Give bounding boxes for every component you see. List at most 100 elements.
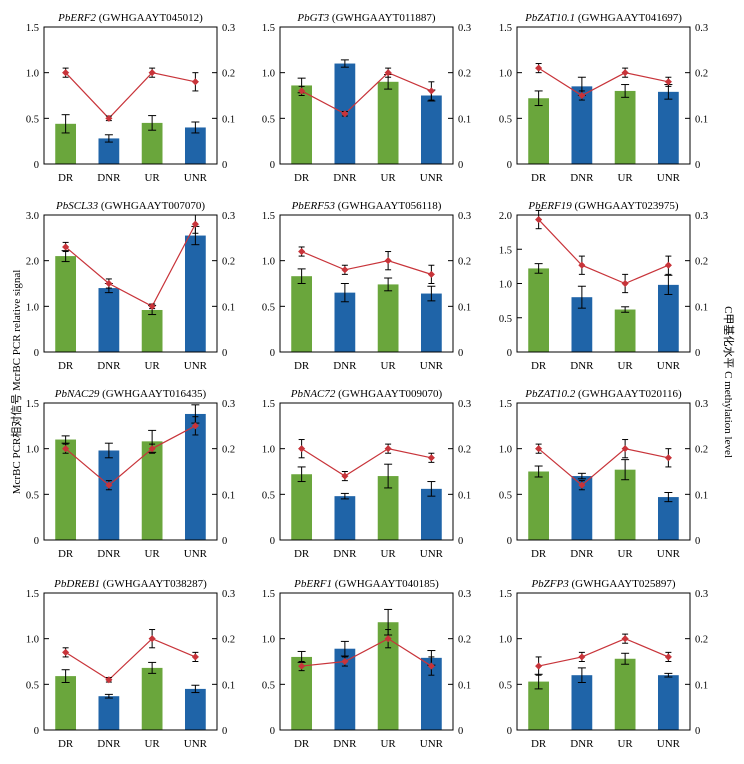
methylation-point <box>621 279 629 288</box>
left-tick-label: 1.0 <box>262 635 275 646</box>
methylation-point <box>148 445 156 453</box>
methylation-line <box>65 223 196 308</box>
category-label: DR <box>531 360 547 372</box>
left-tick-label: 0 <box>34 348 39 359</box>
category-label: UNR <box>657 548 681 560</box>
methylation-point <box>148 302 156 310</box>
right-tick-label: 0.1 <box>458 114 471 125</box>
left-tick-label: 1.0 <box>262 445 275 456</box>
left-tick-label: 1.5 <box>262 589 275 600</box>
chart-title: PbZAT10.1 (GWHGAAYT041697) <box>524 12 682 24</box>
right-tick-label: 0.1 <box>458 680 471 691</box>
category-label: DR <box>294 360 310 372</box>
bar <box>657 675 679 730</box>
category-label: DR <box>294 738 310 750</box>
plot-frame <box>279 214 454 353</box>
methylation-point <box>105 676 113 684</box>
category-label: UR <box>144 738 160 750</box>
methylation-point <box>61 69 70 77</box>
methylation-line <box>538 638 669 667</box>
category-label: UR <box>144 172 160 184</box>
bar <box>55 256 77 352</box>
right-tick-label: 0 <box>695 348 700 359</box>
plot-frame <box>43 592 218 731</box>
category-label: DNR <box>570 360 594 372</box>
gene-name: PbSCL33 <box>55 200 99 212</box>
chart-panel: 0 0.5 1.0 1.5 0 0.1 0.2 0.3 DR DNR UR UNR PbNAC72 (G… <box>262 388 471 560</box>
bar <box>420 488 442 540</box>
chart-title: PbSCL33 (GWHGAAYT007070) <box>55 200 205 212</box>
right-tick-label: 0.2 <box>695 257 708 268</box>
right-tick-label: 0 <box>458 536 463 547</box>
methylation-point <box>578 261 586 269</box>
bar <box>614 658 636 730</box>
right-tick-label: 0.2 <box>695 635 708 646</box>
methylation-point <box>664 653 673 661</box>
bar <box>334 648 356 730</box>
category-label: DNR <box>570 548 594 560</box>
methylation-line <box>538 67 669 97</box>
bar <box>420 95 442 164</box>
category-label: UR <box>380 548 396 560</box>
bar <box>614 469 636 540</box>
plot-frame <box>279 402 454 541</box>
gene-name: PbDREB1 <box>53 578 100 590</box>
chart-title: PbERF53 (GWHGAAYT056118) <box>291 200 442 212</box>
chart-title: PbZAT10.2 (GWHGAAYT020116) <box>524 388 682 400</box>
chart-panel: 0 0.5 1.0 1.5 0 0.1 0.2 0.3 DR DNR UR UNR PbZAT10.1 … <box>499 12 708 184</box>
bar <box>291 656 313 730</box>
right-tick-label: 0.1 <box>222 490 235 501</box>
right-tick-label: 0.2 <box>222 445 235 456</box>
methylation-point <box>534 215 543 224</box>
category-label: UR <box>617 360 633 372</box>
right-tick-label: 0 <box>458 726 463 737</box>
methylation-point <box>534 662 543 670</box>
gene-name: PbERF2 <box>57 12 96 24</box>
methylation-point <box>61 445 70 453</box>
chart-panel: 0 1.0 2.0 3.0 0 0.1 0.2 0.3 DR DNR UR UNR PbSCL33 (G… <box>26 200 235 372</box>
gene-name: PbGT3 <box>296 12 329 24</box>
left-tick-label: 0.5 <box>499 490 512 501</box>
methylation-point <box>384 635 392 643</box>
left-tick-label: 0.5 <box>26 680 39 691</box>
chart-title: PbZFP3 (GWHGAAYT025897) <box>530 578 675 590</box>
bar <box>657 91 679 164</box>
chart-panel: 0 0.5 1.0 1.5 0 0.1 0.2 0.3 DR DNR UR UNR PbZAT10.2 … <box>499 388 708 560</box>
chart-panel: 0 0.5 1.0 1.5 0 0.1 0.2 0.3 DR DNR UR UNR PbDREB1 (G… <box>26 578 235 750</box>
methylation-line <box>65 425 196 486</box>
gene-name: PbZAT10.1 <box>524 12 575 24</box>
category-label: DR <box>294 172 310 184</box>
plot-frame <box>516 592 691 731</box>
left-tick-label: 1.5 <box>499 399 512 410</box>
methylation-point <box>384 69 392 77</box>
category-label: DNR <box>97 172 121 184</box>
right-tick-label: 0.2 <box>695 69 708 80</box>
category-label: UNR <box>657 360 681 372</box>
left-tick-label: 1.0 <box>499 69 512 80</box>
category-label: DNR <box>333 360 357 372</box>
methylation-point <box>341 472 349 480</box>
category-label: UR <box>617 548 633 560</box>
right-tick-label: 0.3 <box>458 589 471 600</box>
category-label: DR <box>58 360 74 372</box>
right-tick-label: 0 <box>222 160 227 171</box>
bar <box>657 284 679 352</box>
bar <box>571 86 593 164</box>
left-tick-label: 1.5 <box>26 399 39 410</box>
left-tick-label: 1.5 <box>499 245 512 256</box>
right-tick-label: 0.3 <box>695 211 708 222</box>
chart-panel: 0 0.5 1.0 1.5 0 0.1 0.2 0.3 DR DNR UR UNR PbZFP3 (GW… <box>499 578 708 750</box>
methylation-point <box>297 247 306 256</box>
plot-frame <box>279 26 454 165</box>
bar <box>98 288 120 352</box>
category-label: UR <box>380 172 396 184</box>
category-label: DR <box>531 548 547 560</box>
category-label: UR <box>617 172 633 184</box>
methylation-point <box>578 653 586 661</box>
left-tick-label: 0 <box>507 726 512 737</box>
bar <box>184 413 206 540</box>
right-tick-label: 0.1 <box>458 302 471 313</box>
category-label: UR <box>144 360 160 372</box>
plot-frame <box>43 402 218 541</box>
